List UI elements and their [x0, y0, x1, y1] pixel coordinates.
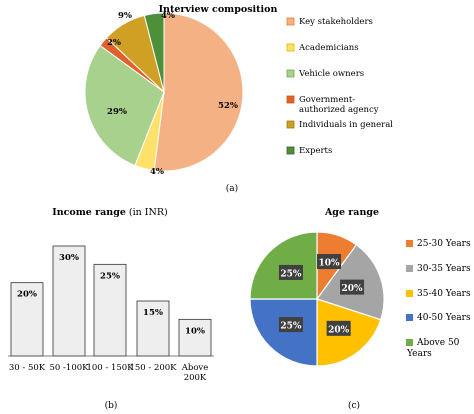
pie-a-labels: 52% 4% 29% 2% 9% 4%: [107, 11, 238, 177]
bar-b-data-label-150-200k: 15%: [143, 308, 163, 318]
legend-c-label-30-35-years: 30-35 Years: [417, 264, 471, 274]
legend-a-label-key-stakeholders: Key stakeholders: [299, 17, 373, 27]
legend-c-swatch-35-40-years: [406, 290, 413, 297]
bar-b-title-unit: (in INR): [129, 207, 168, 218]
legend-a-swatch-key-stakeholders: [286, 17, 295, 26]
legend-c-swatch-above-50-years: [406, 339, 413, 346]
pie-c-data-label-above-50-years: 25%: [280, 269, 302, 279]
pie-a-slice-experts: [143, 12, 165, 93]
legend-c-swatch-25-30-years: [406, 240, 413, 247]
bar-b-30-50k: [10, 282, 44, 357]
pie-c-slice-40-50-years: [249, 298, 318, 367]
panel-b-label: (b): [105, 400, 118, 411]
bar-b-tick-30-50k: 30 - 50K: [9, 363, 46, 373]
bar-b-title-main: Income range: [52, 207, 126, 218]
panel-c: Age range 10% 20% 20% 25% 25% 25-30 Years 30-…: [249, 207, 471, 411]
bar-b-tick-100-150k: 100 - 150K: [86, 363, 134, 373]
bar-b-tick-above-200k: Above 200K: [181, 363, 209, 383]
panel-b: Income range (in INR) 20% 30 - 50K 30% 50 -1…: [8, 207, 214, 411]
pie-a: [84, 12, 244, 172]
legend-a-label-experts: Experts: [299, 146, 332, 156]
legend-a-label-academicians: Academicians: [298, 43, 359, 53]
pie-c-data-label-box-25-30-years: [317, 254, 342, 270]
bar-b-data-label-50-100k: 30%: [59, 253, 79, 263]
pie-a-slice-vehicle-owners: [84, 44, 165, 167]
pie-a-title: Interview composition: [159, 4, 278, 15]
pie-c-labels: 10% 20% 20% 25% 25%: [278, 254, 365, 336]
pie-c-data-label-25-30-years: 10%: [318, 259, 340, 269]
bar-b-150-200k: [136, 300, 170, 357]
legend-a-label-vehicle-owners: Vehicle owners: [298, 69, 364, 79]
bar-b-data-label-100-150k: 25%: [100, 271, 120, 281]
bar-b-100-150k: [93, 263, 127, 357]
bars-b: 20% 30 - 50K 30% 50 -100K 25% 100 - 150K 15% 15…: [9, 245, 212, 383]
legend-a-label-individuals-in-general: Individuals in general: [299, 120, 393, 130]
pie-c-data-label-30-35-years: 20%: [342, 284, 364, 294]
pie-c-data-label-40-50-years: 25%: [280, 322, 302, 332]
bar-b-tick-150-200k: 150 - 200K: [129, 363, 177, 373]
bar-b-data-label-30-50k: 20%: [17, 290, 37, 300]
pie-a-data-label-individuals-in-general: 9%: [118, 11, 132, 21]
bar-b-tick-50-100k: 50 -100K: [50, 363, 90, 373]
legend-a-label-government-authorized-agency: Government-authorized agency: [299, 95, 379, 115]
pie-c-title: Age range: [324, 207, 379, 218]
legend-a-swatch-government-authorized-agency: [286, 95, 295, 104]
legend-a-swatch-vehicle-owners: [286, 69, 295, 78]
bar-b-title: Income range (in INR): [52, 207, 167, 218]
pie-a-data-label-academicians: 4%: [150, 167, 164, 177]
pie-c-data-label-35-40-years: 20%: [328, 325, 350, 335]
pie-a-slice-key-stakeholders: [153, 12, 244, 172]
legend-c-label-above-50-years: Above 50 Years: [406, 338, 460, 359]
pie-a-data-label-key-stakeholders: 52%: [218, 101, 238, 111]
legend-c-label-35-40-years: 35-40 Years: [417, 289, 471, 299]
panel-c-label: (c): [348, 400, 360, 411]
legend-a-swatch-individuals-in-general: [286, 120, 295, 129]
legend-c-label-25-30-years: 25-30 Years: [417, 239, 471, 249]
legend-a-swatch-experts: [286, 146, 295, 155]
pie-c-data-label-box-40-50-years: [278, 317, 303, 333]
legend-a-swatch-academicians: [286, 43, 295, 52]
bar-b-50-100k: [52, 245, 86, 357]
panel-a-label: (a): [226, 183, 238, 194]
legend-c: 25-30 Years 30-35 Years 35-40 Years 40-50 Y…: [406, 239, 471, 359]
bar-b-data-label-above-200k: 10%: [185, 326, 205, 336]
pie-a-data-label-vehicle-owners: 29%: [107, 107, 127, 117]
legend-a: Key stakeholders Academicians Vehicle owne…: [286, 17, 393, 156]
legend-c-swatch-40-50-years: [406, 314, 413, 321]
pie-c-data-label-box-35-40-years: [326, 320, 351, 336]
legend-c-swatch-30-35-years: [406, 265, 413, 272]
pie-a-data-label-government-authorized-agency: 2%: [107, 38, 121, 48]
legend-c-label-40-50-years: 40-50 Years: [417, 313, 471, 323]
pie-c-data-label-box-above-50-years: [278, 264, 303, 280]
panel-a: Interview composition 52% 4% 29% 2% 9% 4% Key…: [84, 4, 393, 194]
bar-b-above-200k: [178, 318, 212, 357]
pie-c: [249, 231, 385, 367]
pie-c-data-label-box-30-35-years: [340, 279, 365, 295]
pie-a-data-label-experts: 4%: [161, 11, 175, 21]
